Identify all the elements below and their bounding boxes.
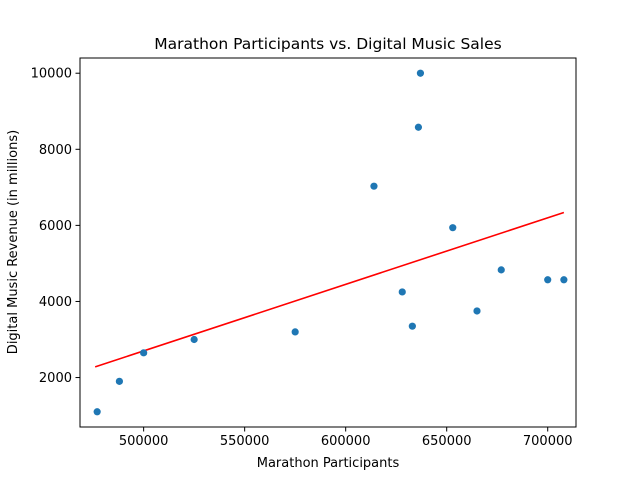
data-point	[398, 288, 406, 296]
x-tick-label: 700000	[523, 434, 573, 449]
data-point	[560, 276, 568, 284]
y-tick-label: 10000	[31, 67, 72, 82]
trendline-layer	[94, 211, 565, 368]
y-tick-label: 8000	[39, 143, 72, 158]
trendline	[94, 211, 565, 368]
data-point	[291, 328, 299, 336]
x-tick-label: 500000	[119, 434, 169, 449]
y-axis-ticks: 2000 4000 6000 8000 10000	[31, 67, 80, 386]
data-point	[414, 123, 423, 131]
y-tick-label: 4000	[39, 295, 72, 310]
data-point	[115, 377, 123, 385]
data-point	[473, 307, 481, 315]
data-point	[190, 335, 198, 344]
y-tick-label: 6000	[39, 219, 72, 234]
axes-frame	[79, 57, 577, 428]
data-point	[416, 69, 425, 77]
plot-area	[93, 69, 568, 416]
points-layer	[93, 69, 568, 416]
data-point	[449, 224, 457, 232]
x-tick-label: 600000	[321, 434, 371, 449]
data-point	[544, 276, 552, 284]
x-axis-ticks: 500000 550000 600000 650000 700000	[119, 427, 573, 449]
y-axis-label: Digital Music Revenue (in millions)	[6, 130, 21, 354]
data-point	[497, 266, 505, 274]
x-tick-label: 650000	[422, 434, 472, 449]
y-tick-label: 2000	[39, 371, 72, 386]
data-point	[93, 408, 101, 416]
chart-title: Marathon Participants vs. Digital Music …	[154, 35, 501, 53]
data-point	[140, 349, 148, 357]
x-tick-label: 550000	[220, 434, 270, 449]
data-point	[370, 182, 378, 190]
data-point	[408, 322, 416, 330]
x-axis-label: Marathon Participants	[257, 456, 400, 471]
